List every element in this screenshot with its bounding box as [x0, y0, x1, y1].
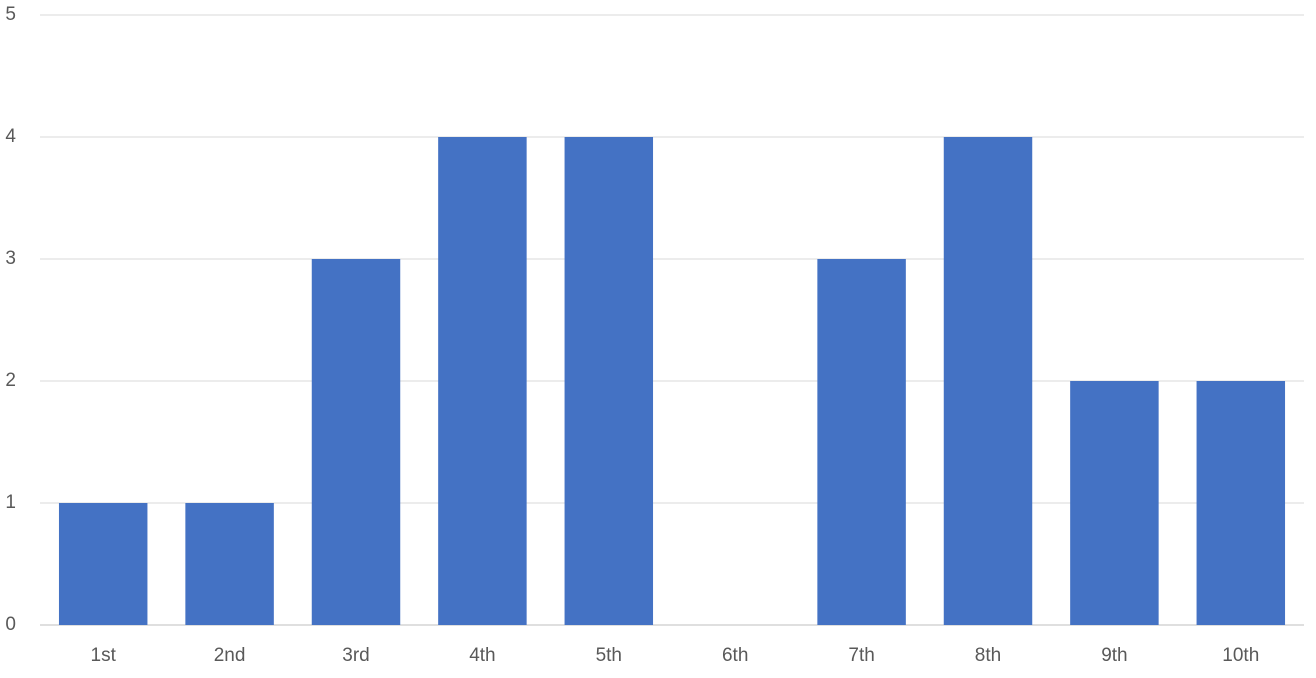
- bar: [58, 503, 148, 625]
- bar: [438, 137, 527, 625]
- x-tick-label: 10th: [1222, 645, 1259, 666]
- bar: [564, 137, 654, 625]
- x-tick-label: 8th: [975, 645, 1001, 666]
- bar: [185, 503, 274, 625]
- x-tick-label: 4th: [469, 645, 495, 666]
- x-tick-label: 2nd: [214, 645, 246, 666]
- bar: [311, 259, 401, 625]
- x-tick-label: 1st: [91, 645, 117, 666]
- bar: [943, 137, 1033, 625]
- bar: [817, 259, 906, 625]
- y-tick-label: 3: [5, 248, 16, 269]
- bar: [1070, 381, 1159, 625]
- x-tick-label: 7th: [848, 645, 874, 666]
- x-tick-label: 5th: [596, 645, 622, 666]
- x-tick-label: 6th: [722, 645, 748, 666]
- y-tick-label: 1: [5, 492, 16, 513]
- y-tick-label: 5: [5, 4, 16, 25]
- y-tick-label: 0: [5, 614, 16, 635]
- x-tick-label: 3rd: [342, 645, 369, 666]
- x-tick-label: 9th: [1101, 645, 1127, 666]
- bar: [1196, 381, 1286, 625]
- y-tick-label: 2: [5, 370, 16, 391]
- y-tick-label: 4: [5, 126, 16, 147]
